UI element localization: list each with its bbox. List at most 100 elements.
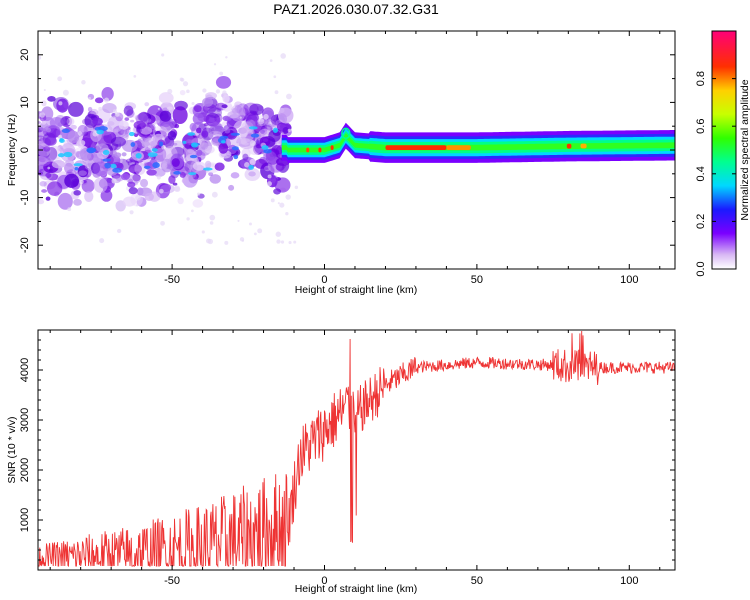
spectrogram-blob xyxy=(68,101,84,117)
spectrogram-speck xyxy=(77,130,83,136)
spectrogram-blob xyxy=(64,173,80,188)
spectrogram-blob xyxy=(268,129,281,143)
spectrogram-blob xyxy=(84,191,94,203)
figure-title: PAZ1.2026.030.07.32.G31 xyxy=(273,1,439,17)
y-tick-label: 0 xyxy=(19,147,31,153)
spectrogram-blob xyxy=(70,124,77,130)
spectrogram-hotspot xyxy=(112,167,123,173)
spectrogram-blob xyxy=(123,105,134,116)
spectrogram-speck xyxy=(114,112,120,117)
spectrogram-speck xyxy=(210,163,215,167)
spectrogram-blob xyxy=(120,129,127,134)
spectrogram-speck xyxy=(249,222,252,226)
spectrogram-speck xyxy=(160,220,165,226)
spectrogram-speck xyxy=(129,210,134,215)
spectrogram-speck xyxy=(159,188,164,194)
spectrogram-hotspot xyxy=(61,128,70,134)
spectrogram-hotspot xyxy=(191,142,199,148)
spectrogram-speck xyxy=(67,207,72,212)
spectrogram-hotspot xyxy=(187,132,196,136)
spectrogram-blob xyxy=(202,97,214,107)
colorbar-axes: 0.0 0.2 0.4 0.6 0.8 xyxy=(695,71,736,277)
spectrogram-blob xyxy=(257,118,265,125)
spectrogram-blob xyxy=(73,190,82,196)
spectrogram-speck xyxy=(280,53,286,59)
x-tick-label: -50 xyxy=(164,274,180,286)
spectrogram-blob xyxy=(134,162,146,175)
spectrogram-speck xyxy=(58,101,63,106)
spectrogram-speck xyxy=(294,185,299,190)
colorbar-tick-label: 0.0 xyxy=(695,261,707,276)
spectrogram-speck xyxy=(273,75,277,79)
spectrogram-hotspot xyxy=(128,131,135,137)
colorbar-gradient xyxy=(712,31,736,269)
spectrogram-speck xyxy=(277,202,280,205)
spectrogram-hotspot xyxy=(152,162,160,169)
spectrogram-blob xyxy=(277,154,283,158)
spectrogram-blob xyxy=(49,117,64,129)
spectrogram-blob xyxy=(120,173,130,181)
spectrogram-hotspot xyxy=(104,162,112,169)
spectrogram-blob xyxy=(193,105,202,113)
spectrogram-speck xyxy=(116,228,122,234)
spectrogram-blob xyxy=(92,117,103,126)
spectrogram-blob xyxy=(67,130,80,144)
spectrogram-blob xyxy=(133,120,146,130)
spectrogram-blob xyxy=(110,136,127,147)
spectrogram-blob xyxy=(93,177,108,193)
spectrogram-hotspot xyxy=(272,127,279,133)
spectrogram-speck xyxy=(135,194,141,201)
spectrogram-blob xyxy=(39,181,47,187)
x-tick-label: 100 xyxy=(620,575,638,587)
spectrogram-blob xyxy=(218,142,229,154)
spectrogram-blob xyxy=(181,178,187,184)
spectrogram-speck xyxy=(267,174,272,179)
spectrogram-blob xyxy=(192,199,204,208)
spectrogram-speck xyxy=(191,102,195,106)
snr-plot-area xyxy=(38,330,675,568)
spectrogram-speck xyxy=(266,181,272,187)
spectrogram-speck xyxy=(222,90,227,95)
x-tick-label: 50 xyxy=(471,575,483,587)
spectrogram-excursion xyxy=(341,127,351,140)
spectrogram-blob xyxy=(101,86,114,101)
spectrogram-blob xyxy=(47,96,56,102)
spectrogram-blob xyxy=(205,92,217,100)
spectrogram-ridge-peak xyxy=(318,147,322,153)
spectrogram-speck xyxy=(237,219,240,223)
spectrogram-blob xyxy=(166,106,173,111)
spectrogram-speck xyxy=(161,53,165,57)
spectrogram-blob xyxy=(158,92,174,104)
spectrogram-blob xyxy=(241,121,254,133)
spectrogram-blob xyxy=(242,102,259,116)
spectrogram-blob xyxy=(192,161,206,171)
spectrogram-blob xyxy=(38,199,45,205)
spectrogram-ridge-peak xyxy=(385,145,447,150)
spectrogram-hotspot xyxy=(59,138,65,143)
spectrogram-speck xyxy=(285,212,289,216)
spectrogram-speck xyxy=(202,88,207,93)
spectrogram-hotspot xyxy=(74,166,79,171)
spectrogram-blob xyxy=(182,171,198,188)
colorbar-tick-label: 0.2 xyxy=(695,214,707,229)
spectrogram-speck xyxy=(99,238,105,244)
spectrogram-hotspot xyxy=(57,153,65,158)
spectrogram-blob xyxy=(87,106,93,113)
spectrogram-speck xyxy=(257,228,263,234)
spectrogram-hotspot xyxy=(261,145,269,150)
spectrogram-y-label: Frequency (Hz) xyxy=(6,114,18,186)
spectrogram-hotspot xyxy=(250,133,260,138)
spectrogram-speck xyxy=(279,202,285,208)
spectrogram-blob xyxy=(56,98,69,113)
spectrogram-hotspot xyxy=(86,147,97,153)
spectrogram-blob xyxy=(41,189,48,193)
spectrogram-speck xyxy=(211,191,218,198)
spectrogram-blob xyxy=(215,75,232,89)
snr-series-line xyxy=(38,330,675,568)
spectrogram-blob xyxy=(43,146,51,152)
spectrogram-speck xyxy=(39,112,45,118)
spectrogram-blob xyxy=(138,111,149,122)
spectrogram-blob xyxy=(45,172,52,178)
spectrogram-blob xyxy=(263,113,269,120)
